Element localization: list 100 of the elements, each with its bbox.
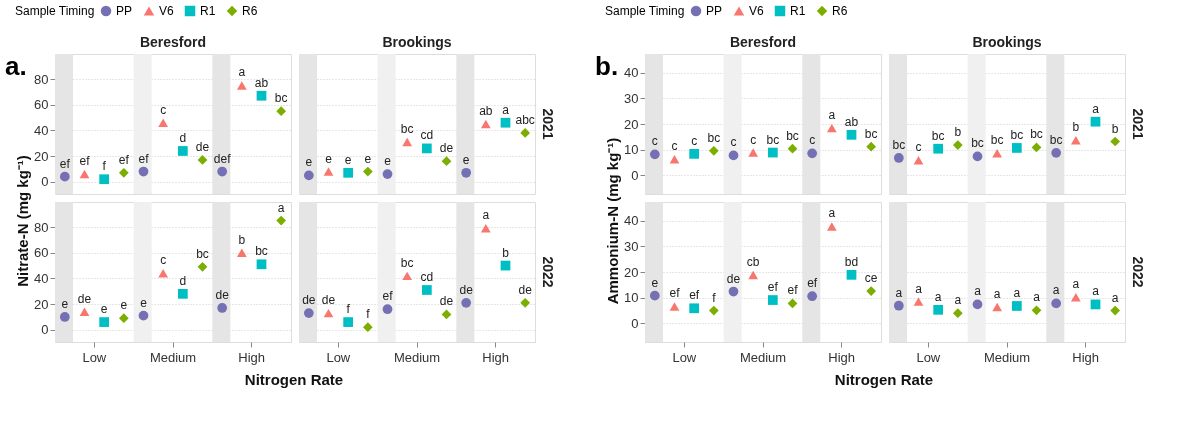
data-label: a: [954, 293, 962, 308]
data-label: e: [344, 152, 352, 167]
data-label: ef: [79, 154, 91, 169]
y-tick-label: 30: [624, 238, 639, 254]
x-tick-label: Low: [326, 349, 351, 365]
y-tick-label: 40: [34, 122, 49, 138]
data-label: e: [325, 151, 333, 166]
data-label: c: [160, 102, 167, 117]
y-tick-label: 30: [624, 90, 639, 106]
data-label: c: [160, 253, 167, 268]
data-label: bc: [786, 128, 799, 143]
x-tick-label: Low: [916, 349, 941, 365]
data-label: a: [828, 206, 836, 221]
text: 2021: [1130, 108, 1146, 140]
data-label: ef: [807, 276, 818, 291]
data-label: bc: [892, 137, 906, 152]
data-label: e: [61, 296, 69, 311]
legend-label: PP: [116, 4, 133, 18]
chart-title: Beresford: [139, 34, 207, 50]
data-label: de: [439, 141, 454, 156]
y-tick-label: 40: [624, 213, 639, 229]
data-label: a: [1052, 283, 1060, 298]
data-label: bc: [766, 132, 780, 147]
data-label: e: [305, 155, 313, 170]
data-label: d: [179, 273, 187, 288]
data-label: a: [277, 200, 285, 215]
data-label: a: [238, 65, 246, 80]
chart-title: Beresford: [729, 34, 797, 50]
data-label: bc: [255, 244, 268, 259]
data-label: a: [1072, 277, 1080, 292]
data-label: e: [384, 154, 392, 169]
data-label: de: [459, 282, 474, 297]
data-label: bc: [274, 91, 288, 106]
data-label: ab: [254, 75, 269, 90]
x-axis-title: Nitrogen Rate: [834, 371, 934, 388]
data-label: d: [179, 130, 187, 145]
data-label: ef: [787, 283, 799, 298]
data-label: bc: [971, 136, 984, 151]
text: 2022: [1130, 256, 1146, 288]
data-label: a: [1013, 285, 1021, 300]
data-label: a: [502, 102, 510, 117]
y-tick-label: 60: [34, 97, 49, 113]
y-tick-label: 80: [34, 219, 49, 235]
data-label: bc: [990, 133, 1004, 148]
x-tick-label: Medium: [983, 349, 1031, 365]
y-tick-label: 60: [34, 245, 49, 261]
data-label: b: [1111, 121, 1119, 136]
data-label: a: [915, 281, 923, 296]
data-label: ef: [118, 152, 130, 167]
text: 2021: [540, 108, 556, 140]
data-label: c: [691, 133, 698, 148]
data-label: ef: [138, 151, 150, 166]
data-label: bc: [864, 126, 878, 141]
legend-title: Sample Timing: [605, 4, 685, 18]
legend-label: V6: [749, 4, 764, 18]
data-label: c: [730, 135, 737, 150]
y-tick-label: 0: [631, 315, 639, 331]
data-label: f: [366, 307, 371, 322]
legend-label: R6: [832, 4, 848, 18]
data-label: e: [462, 152, 470, 167]
data-label: de: [77, 291, 92, 306]
data-label: ab: [479, 104, 493, 118]
data-label: a: [1111, 290, 1119, 305]
x-tick-label: High: [1072, 349, 1100, 365]
data-label: bc: [931, 128, 945, 143]
data-label: b: [954, 125, 962, 140]
data-label: c: [671, 139, 678, 154]
x-tick-label: Medium: [149, 349, 197, 365]
data-label: ef: [689, 288, 700, 303]
data-label: de: [321, 293, 336, 308]
x-tick-label: Low: [672, 349, 697, 365]
y-tick-label: 40: [34, 270, 49, 286]
data-label: bd: [844, 254, 859, 269]
x-tick-label: High: [828, 349, 856, 365]
y-tick-label: 10: [624, 142, 639, 158]
data-label: de: [726, 271, 741, 286]
data-label: de: [439, 294, 454, 309]
data-label: de: [215, 287, 230, 302]
x-tick-label: Medium: [739, 349, 787, 365]
y-tick-label: 10: [624, 290, 639, 306]
data-label: a: [934, 289, 942, 304]
legend-label: R1: [200, 4, 216, 18]
data-label: e: [364, 151, 372, 166]
data-label: c: [651, 134, 658, 149]
data-label: ef: [767, 280, 779, 295]
data-label: e: [140, 295, 148, 310]
y-axis-title: Ammonium-N (mg kg⁻¹): [604, 137, 621, 305]
text: a.: [5, 51, 27, 81]
legend-label: R6: [242, 4, 258, 18]
data-label: ef: [59, 156, 71, 171]
legend-title: Sample Timing: [15, 4, 95, 18]
data-label: a: [828, 108, 836, 123]
data-label: b: [1072, 120, 1080, 135]
data-label: f: [346, 302, 351, 317]
data-label: bc: [707, 130, 721, 145]
y-tick-label: 0: [631, 167, 639, 183]
data-label: bc: [400, 255, 414, 270]
data-label: b: [502, 245, 510, 260]
data-label: a: [1033, 290, 1041, 305]
x-tick-label: Medium: [393, 349, 441, 365]
